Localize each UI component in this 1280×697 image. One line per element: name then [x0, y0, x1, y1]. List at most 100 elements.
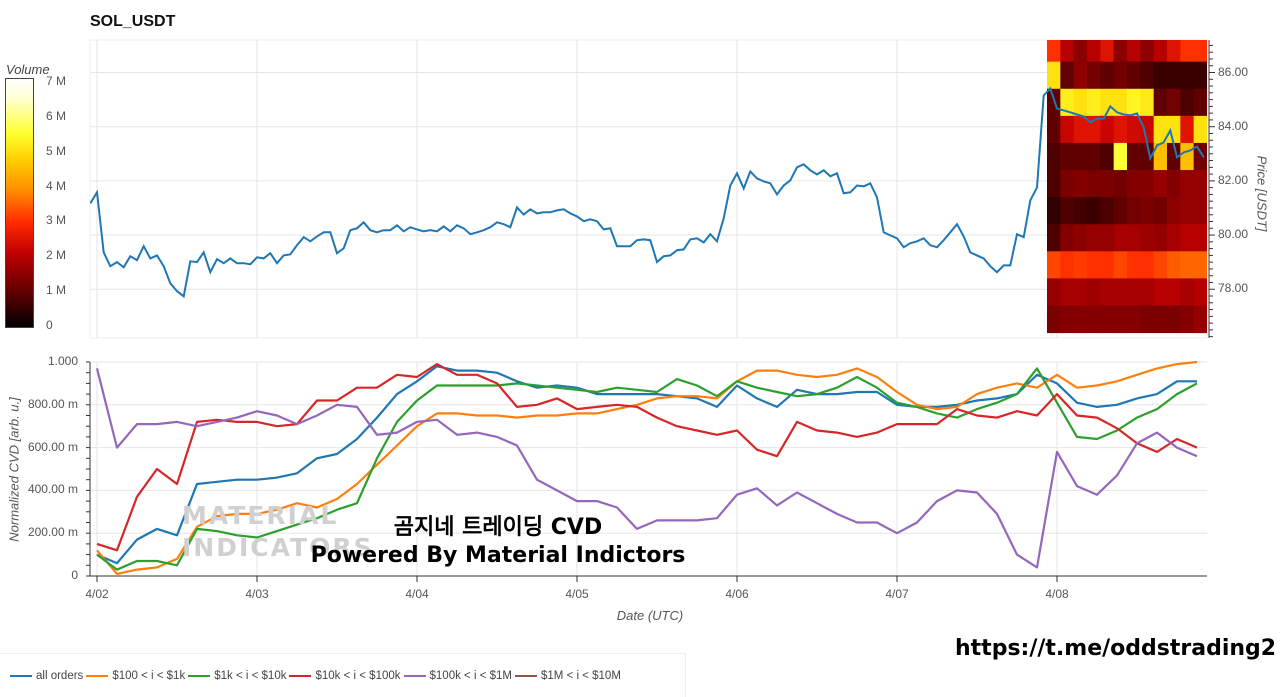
colorbar-tick-label: 5 M [46, 143, 67, 158]
colorbar-tick-label: 6 M [46, 108, 67, 123]
heatmap-cell [1060, 61, 1075, 90]
telegram-link[interactable]: https://t.me/oddstrading2 [955, 636, 1277, 661]
heatmap-cell [1047, 88, 1061, 117]
heatmap-cell [1140, 197, 1155, 225]
price-line [90, 86, 1205, 299]
heatmap-cell [1100, 305, 1115, 334]
heatmap-cell [1180, 197, 1195, 225]
heatmap-cell [1193, 305, 1207, 334]
legend-item-1m-10m[interactable]: $1M < i < $10M [515, 670, 621, 682]
cvd-tick-label: 800.00 m [27, 396, 78, 411]
heatmap-cell [1193, 170, 1207, 198]
x-tick-label: 4/04 [405, 587, 429, 601]
heatmap-cell [1100, 40, 1115, 63]
heatmap-cell [1180, 88, 1195, 117]
cvd-line--10k-i-100k [96, 363, 1198, 552]
heatmap-cell [1180, 142, 1195, 171]
cvd-axis-title: Normalized CVD [arb. u.] [6, 397, 22, 542]
heatmap-cell [1140, 115, 1155, 144]
heatmap-cell [1087, 278, 1101, 306]
cvd-line--100k-i-1m [95, 368, 1198, 569]
cvd-axes [86, 361, 1207, 577]
heatmap-cell [1127, 170, 1141, 198]
overlay-title: 곰지네 트레이딩 CVD [393, 515, 603, 540]
x-tick-label: 4/08 [1045, 587, 1069, 601]
heatmap-cell [1073, 88, 1088, 117]
heatmap-cell [1087, 305, 1101, 334]
price-tick-label: 86.00 [1218, 64, 1249, 79]
heatmap-cell [1087, 197, 1101, 225]
cvd-tick-label: 1.000 [47, 354, 78, 368]
legend-swatch [188, 674, 211, 677]
heatmap-cell [1060, 40, 1075, 63]
cvd-tick-label: 400.00 m [27, 482, 78, 497]
heatmap-cell [1047, 278, 1061, 306]
heatmap-cell [1073, 115, 1088, 144]
legend-swatch [86, 674, 109, 677]
heatmap-cell [1167, 197, 1181, 225]
heatmap-cell [1047, 40, 1061, 63]
price-tick-label: 78.00 [1218, 281, 1249, 296]
heatmap-cell [1167, 251, 1181, 279]
heatmap-cell [1073, 170, 1088, 198]
heatmap-cell [1153, 305, 1168, 334]
heatmap-cell [1073, 40, 1088, 63]
volume-heatmap [1047, 40, 1207, 334]
heatmap-cell [1140, 305, 1155, 334]
legend-item-100k-1m[interactable]: $100k < i < $1M [403, 670, 512, 682]
colorbar-tick-label: 7 M [46, 74, 67, 88]
heatmap-cell [1073, 61, 1088, 90]
legend-item-100-1k[interactable]: $100 < i < $1k [86, 670, 185, 682]
legend-label: $1k < i < $10k [214, 669, 287, 682]
legend-item-10k-100k[interactable]: $10k < i < $100k [289, 670, 401, 682]
legend-swatch [289, 674, 312, 677]
heatmap-cell [1087, 224, 1101, 252]
heatmap-cell [1113, 278, 1128, 306]
heatmap-cell [1140, 251, 1155, 279]
heatmap-cell [1153, 251, 1168, 279]
heatmap-cell [1100, 61, 1115, 90]
cvd-series [95, 360, 1198, 576]
heatmap-cell [1180, 61, 1195, 90]
heatmap-cell [1180, 305, 1195, 334]
x-tick-label: 4/05 [565, 587, 589, 601]
heatmap-cell [1153, 224, 1168, 252]
colorbar-title: Volume [6, 62, 50, 77]
heatmap-cell [1100, 115, 1115, 144]
legend-item-1k-10k[interactable]: $1k < i < $10k [188, 670, 286, 682]
volume-colorbar [5, 78, 34, 328]
x-tick-label: 4/07 [885, 587, 909, 601]
heatmap-cell [1113, 142, 1128, 171]
heatmap-cell [1060, 251, 1075, 279]
heatmap-cell [1113, 170, 1128, 198]
heatmap-cell [1167, 278, 1181, 306]
heatmap-cell [1087, 88, 1101, 117]
overlay-subtitle: Powered By Material Indictors [310, 543, 686, 568]
heatmap-cell [1153, 278, 1168, 306]
legend-swatch [403, 674, 426, 677]
heatmap-cell [1073, 224, 1088, 252]
chart-title: SOL_USDT [90, 13, 176, 30]
heatmap-cell [1060, 170, 1075, 198]
heatmap-cell [1113, 197, 1128, 225]
heatmap-cell [1113, 305, 1128, 334]
heatmap-cell [1087, 40, 1101, 63]
heatmap-cell [1087, 61, 1101, 90]
colorbar-tick-label: 2 M [46, 248, 67, 263]
heatmap-cell [1073, 278, 1088, 306]
heatmap-cell [1060, 224, 1075, 252]
heatmap-cell [1047, 61, 1061, 90]
legend-item-all-orders[interactable]: all orders [10, 670, 83, 682]
heatmap-cell [1127, 251, 1141, 279]
heatmap-cell [1100, 170, 1115, 198]
heatmap-cell [1167, 61, 1181, 90]
heatmap-cell [1193, 40, 1207, 63]
price-tick-label: 82.00 [1218, 172, 1249, 187]
heatmap-cell [1047, 197, 1061, 225]
heatmap-cell [1060, 115, 1075, 144]
price-axis [1208, 40, 1215, 338]
heatmap-cell [1193, 278, 1207, 306]
heatmap-cell [1127, 88, 1141, 117]
cvd-line--100-i-1k [96, 360, 1198, 576]
heatmap-cell [1113, 88, 1128, 117]
